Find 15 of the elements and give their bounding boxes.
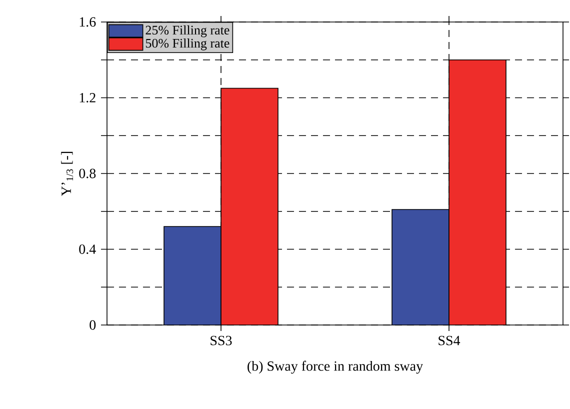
y-tick-label: 0.8 [79, 168, 96, 178]
y-tick-label: 0 [90, 320, 96, 330]
legend-label: 50% Filling rate [146, 38, 230, 50]
x-tick-label: SS3 [210, 336, 232, 346]
bar [164, 226, 222, 325]
y-tick-label: 1.6 [80, 17, 96, 27]
x-axis-title: (b) Sway force in random sway [248, 360, 424, 374]
bar [392, 209, 450, 325]
bar [220, 88, 278, 325]
bar [448, 59, 506, 325]
y-tick-label: 1.2 [80, 93, 96, 102]
y-axis-title: Y’$_{1/3}$ [-] [61, 152, 74, 196]
y-tick-label: 0.4 [79, 244, 96, 254]
x-tick-label: SS4 [438, 336, 460, 346]
legend-label: 25% Filling rate [146, 25, 230, 38]
